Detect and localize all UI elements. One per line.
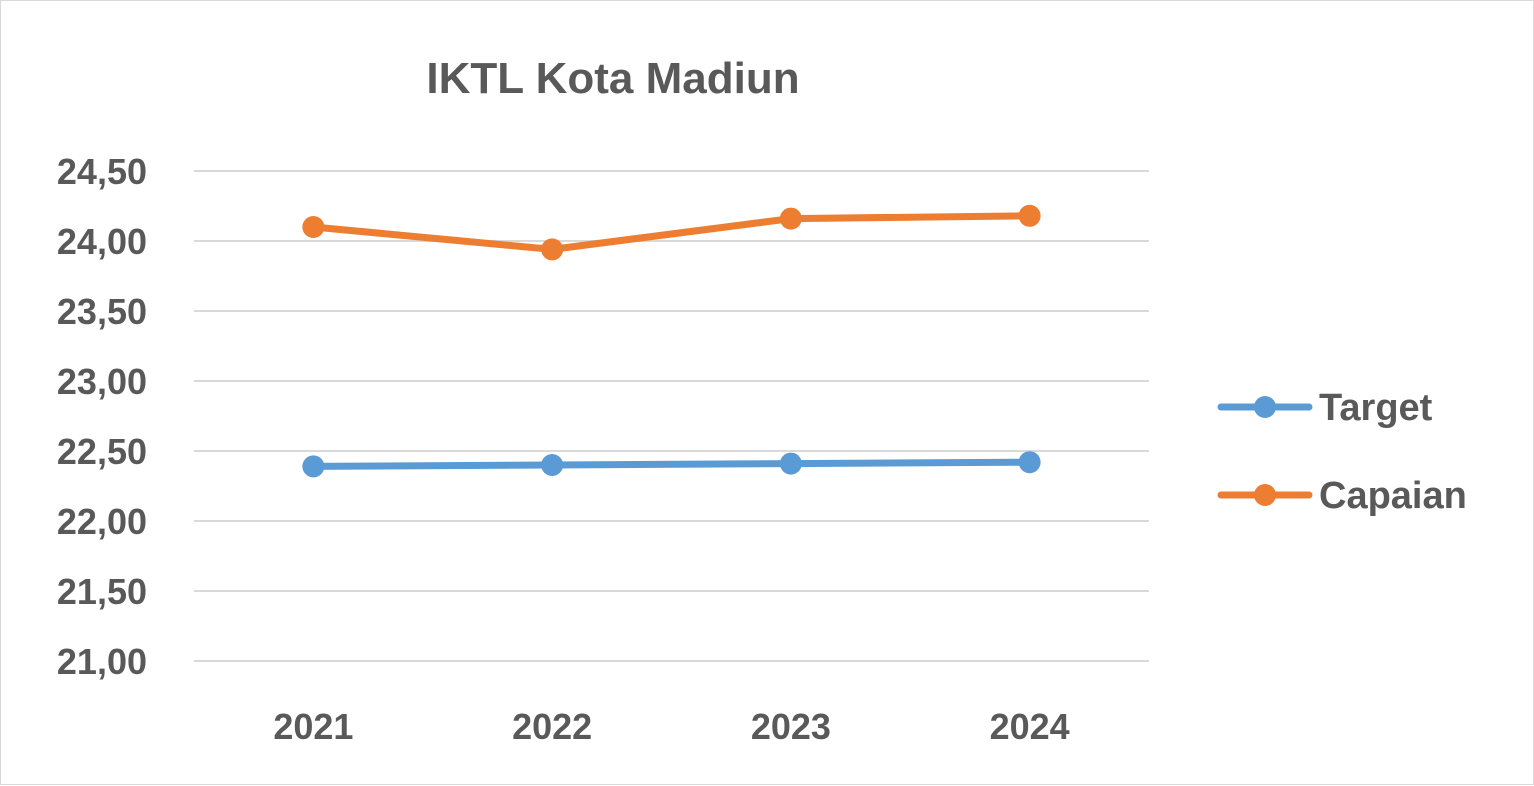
y-tick-label: 22,00 — [57, 501, 147, 542]
legend: Target Capaian — [1217, 387, 1467, 517]
x-axis-ticks: 2021 2022 2023 2024 — [273, 706, 1069, 747]
y-tick-label: 21,50 — [57, 571, 147, 612]
legend-marker — [1254, 484, 1276, 506]
legend-marker — [1254, 396, 1276, 418]
x-tick-label: 2023 — [751, 706, 831, 747]
data-point — [302, 216, 325, 238]
legend-item-capaian: Capaian — [1217, 475, 1467, 517]
y-axis-ticks: 21,00 21,50 22,00 22,50 23,00 23,50 24,00 24,50 — [57, 151, 147, 682]
data-point — [302, 455, 325, 478]
x-tick-label: 2024 — [990, 706, 1070, 747]
data-point — [541, 238, 564, 261]
legend-label: Target — [1319, 387, 1433, 429]
y-tick-label: 24,50 — [57, 151, 147, 192]
y-tick-label: 21,00 — [57, 641, 147, 682]
series-layer — [302, 204, 1041, 478]
legend-label: Capaian — [1319, 475, 1467, 517]
data-point — [1018, 451, 1041, 474]
series-capaian — [302, 204, 1041, 261]
y-tick-label: 24,00 — [57, 221, 147, 262]
data-point — [779, 207, 802, 230]
data-point — [541, 454, 564, 476]
y-tick-label: 22,50 — [57, 431, 147, 472]
y-tick-label: 23,50 — [57, 291, 147, 332]
gridlines — [194, 170, 1149, 662]
series-target — [302, 451, 1041, 478]
x-tick-label: 2022 — [512, 706, 592, 747]
series-line — [309, 212, 1034, 253]
data-point — [779, 452, 802, 475]
series-line — [309, 458, 1034, 470]
y-tick-label: 23,00 — [57, 361, 147, 402]
data-point — [1018, 204, 1041, 227]
legend-item-target: Target — [1217, 387, 1433, 429]
x-tick-label: 2021 — [273, 706, 353, 747]
chart-title: IKTL Kota Madiun — [426, 54, 799, 103]
